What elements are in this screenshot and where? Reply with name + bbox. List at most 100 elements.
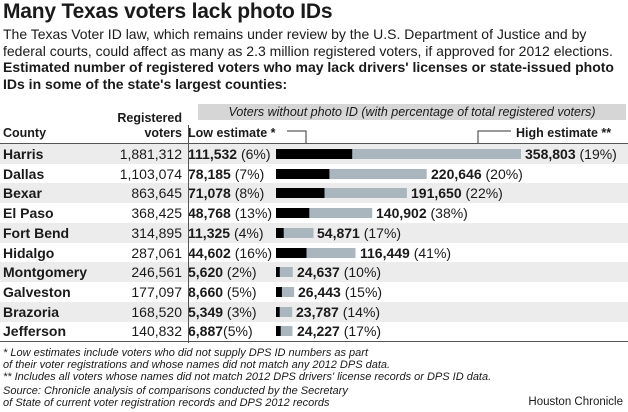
table-row: El Paso 368,425 48,768 (13%) 140,902 (38%) [0,203,628,223]
registered-voters: 168,520 [131,304,182,320]
table-row: Hidalgo 287,061 44,602 (16%) 116,449 (41%) [0,243,628,263]
county-name: El Paso [3,205,54,221]
low-estimate-value: 11,325 [188,225,231,241]
high-estimate-value: 191,650 [411,185,462,201]
county-name: Harris [3,146,44,162]
high-estimate-value: 24,637 [297,264,340,280]
high-connector [477,130,511,148]
low-estimate-label: 71,078 (8%) [188,183,264,203]
header-band: Voters without photo ID (with percentage… [198,104,626,120]
registered-voters: 1,881,312 [119,146,182,162]
bar-group [276,208,373,218]
low-estimate-pct: (6%) [237,146,271,162]
low-estimate-bar [276,149,353,159]
low-estimate-pct: (16%) [230,245,273,261]
low-estimate-value: 8,660 [188,284,224,300]
header-high-estimate: High estimate ** [516,126,612,140]
low-estimate-bar [276,287,282,297]
low-estimate-bar [276,326,281,336]
low-estimate-label: 5,620 (2%) [188,262,257,282]
low-estimate-bar [276,307,280,317]
bar-group [276,287,295,297]
low-estimate-pct: (13%) [230,205,273,221]
high-estimate-pct: (17%) [359,225,402,241]
high-estimate-value: 140,902 [376,205,427,221]
footnote-high: ** Includes all voters whose names did n… [3,371,492,383]
high-estimate-value: 24,227 [297,323,340,339]
bar-group [276,149,521,159]
high-estimate-pct: (15%) [340,284,383,300]
low-estimate-label: 78,185 (7%) [188,164,264,184]
source-line-2: of State of current voter registration r… [3,397,330,409]
high-estimate-bar [276,208,373,218]
chart-title: Many Texas voters lack photo IDs [3,0,333,23]
low-estimate-value: 48,768 [188,205,231,221]
high-estimate-bar [276,267,293,277]
registered-voters: 177,097 [131,284,182,300]
high-estimate-value: 358,803 [525,146,576,162]
low-estimate-label: 8,660 (5%) [188,282,257,302]
bar-group [276,248,356,258]
high-estimate-label: 54,871 (17%) [317,223,401,243]
low-estimate-pct: (7%) [230,166,265,182]
registered-voters: 287,061 [131,245,182,261]
source-line-1: Source: Chronicle analysis of comparison… [3,385,348,397]
high-estimate-bar [276,188,407,198]
high-estimate-label: 24,637 (10%) [297,262,381,282]
county-name: Dallas [3,166,45,182]
header-county: County [3,126,47,140]
high-estimate-value: 54,871 [317,225,360,241]
low-estimate-bar [276,188,325,198]
low-connector [287,130,307,148]
high-estimate-label: 24,227 (17%) [297,321,381,341]
low-estimate-pct: (8%) [230,185,265,201]
header-registered-2: voters [144,126,182,140]
high-estimate-value: 116,449 [360,245,410,261]
column-divider [188,125,189,343]
table-row: Galveston 177,097 8,660 (5%) 26,443 (15%) [0,282,628,302]
high-estimate-bar [276,248,356,258]
registered-voters: 1,103,074 [119,166,182,182]
high-estimate-label: 358,803 (19%) [525,144,617,164]
high-estimate-pct: (10%) [339,264,382,280]
header-low-estimate: Low estimate * [188,126,276,140]
high-estimate-label: 116,449 (41%) [360,243,451,263]
bar-group [276,188,407,198]
low-estimate-bar [276,267,280,277]
footnote-low-1: * Low estimates include voters who did n… [3,347,369,359]
registered-voters: 314,895 [131,225,182,241]
low-estimate-pct: (5%) [223,323,253,339]
low-estimate-pct: (5%) [223,284,257,300]
table-bottom-rule [0,341,628,342]
low-estimate-pct: (4%) [230,225,264,241]
low-estimate-label: 111,532 (6%) [188,144,271,164]
bar-group [276,228,314,238]
high-estimate-bar [276,307,293,317]
high-estimate-label: 140,902 (38%) [376,203,468,223]
high-estimate-pct: (14%) [338,304,381,320]
high-estimate-label: 23,787 (14%) [296,302,380,322]
county-name: Jefferson [3,323,67,339]
low-estimate-value: 5,349 [188,304,224,320]
low-estimate-value: 78,185 [188,166,231,182]
bar-group [276,307,293,317]
high-estimate-pct: (19%) [575,146,617,162]
header-rule [0,143,628,144]
bar-group [276,169,427,179]
county-name: Hidalgo [3,245,55,261]
high-estimate-pct: (22%) [461,185,503,201]
high-estimate-bar [276,228,314,238]
county-name: Brazoria [3,304,60,320]
intro-text: The Texas Voter ID law, which remains un… [3,26,625,92]
high-estimate-label: 191,650 (22%) [411,183,503,203]
low-estimate-label: 5,349 (3%) [188,302,257,322]
low-estimate-bar [276,169,330,179]
county-name: Fort Bend [3,225,70,241]
registered-voters: 140,832 [131,323,182,339]
high-estimate-value: 26,443 [298,284,341,300]
high-estimate-label: 26,443 (15%) [298,282,382,302]
high-estimate-value: 23,787 [296,304,339,320]
table-row: Montgomery 246,561 5,620 (2%) 24,637 (10%) [0,262,628,282]
table-row: Dallas 1,103,074 78,185 (7%) 220,646 (20%) [0,164,628,184]
